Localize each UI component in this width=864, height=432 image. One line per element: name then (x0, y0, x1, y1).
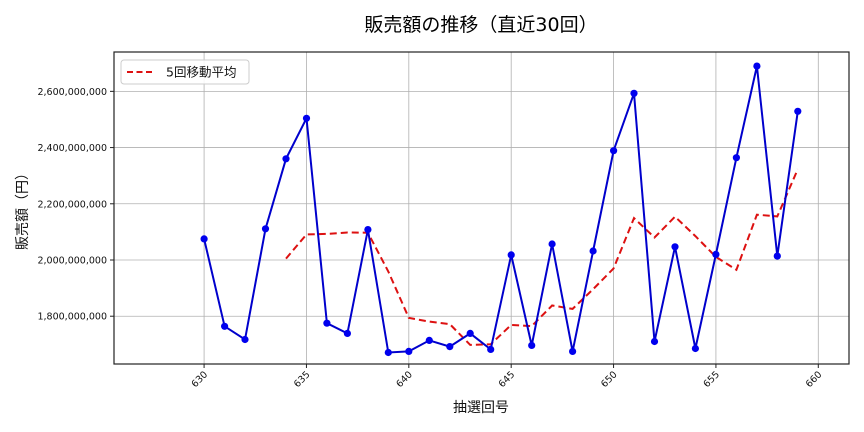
data-point-marker (589, 247, 597, 255)
sales-line (200, 62, 802, 357)
data-point-marker (671, 243, 679, 251)
data-point-marker (650, 337, 659, 346)
data-point-marker (487, 345, 495, 353)
data-point-marker (384, 348, 392, 357)
data-point-marker (528, 341, 536, 349)
y-axis-ticks: 1,800,000,000 2,000,000,000 2,200,000,000 2… (37, 87, 114, 323)
x-axis-label: 抽選回号 (453, 400, 509, 416)
data-point-marker (261, 225, 270, 233)
x-axis-ticks: 630 635 640 645 650 655 660 (190, 364, 825, 390)
y-tick-label: 2,200,000,000 (37, 199, 107, 210)
data-point-marker (405, 347, 413, 355)
data-point-marker (548, 240, 556, 248)
data-point-marker (691, 344, 700, 353)
legend-label-moving-average: 5回移動平均 (166, 65, 236, 80)
data-point-marker (241, 335, 249, 344)
data-point-marker (323, 319, 331, 327)
data-point-marker (794, 107, 802, 115)
data-point-marker (569, 347, 577, 355)
data-point-marker (712, 250, 720, 258)
legend: 5回移動平均 (120, 59, 250, 85)
data-point-marker (302, 114, 311, 122)
sales-polyline (203, 65, 799, 354)
data-point-marker (507, 251, 515, 259)
data-point-marker (732, 154, 741, 162)
plot-frame (113, 51, 850, 365)
data-point-marker (630, 89, 638, 97)
x-tick-label: 630 (190, 369, 211, 390)
grid-lines (114, 52, 849, 364)
x-tick-label: 655 (701, 369, 722, 390)
x-tick-label: 650 (599, 369, 620, 390)
data-point-marker (364, 226, 372, 234)
data-point-marker (773, 252, 781, 260)
x-tick-label: 635 (292, 369, 313, 390)
data-point-marker (610, 147, 618, 155)
data-point-marker (446, 343, 454, 351)
y-tick-label: 2,000,000,000 (37, 256, 107, 267)
y-tick-label: 1,800,000,000 (37, 312, 107, 323)
legend-box (120, 59, 250, 85)
data-point-marker (200, 235, 208, 243)
data-point-marker (221, 322, 229, 330)
data-point-marker (282, 155, 290, 163)
data-point-marker (753, 62, 761, 70)
chart-title: 販売額の推移（直近30回） (364, 14, 597, 36)
x-tick-label: 660 (804, 369, 825, 390)
data-point-marker (466, 329, 474, 337)
y-tick-label: 2,600,000,000 (37, 87, 107, 98)
y-tick-label: 2,400,000,000 (37, 143, 107, 154)
data-point-marker (425, 336, 433, 344)
x-tick-label: 640 (394, 369, 415, 390)
y-axis-label: 販売額（円） (15, 166, 31, 250)
data-point-marker (343, 329, 351, 337)
x-tick-label: 645 (497, 369, 518, 390)
